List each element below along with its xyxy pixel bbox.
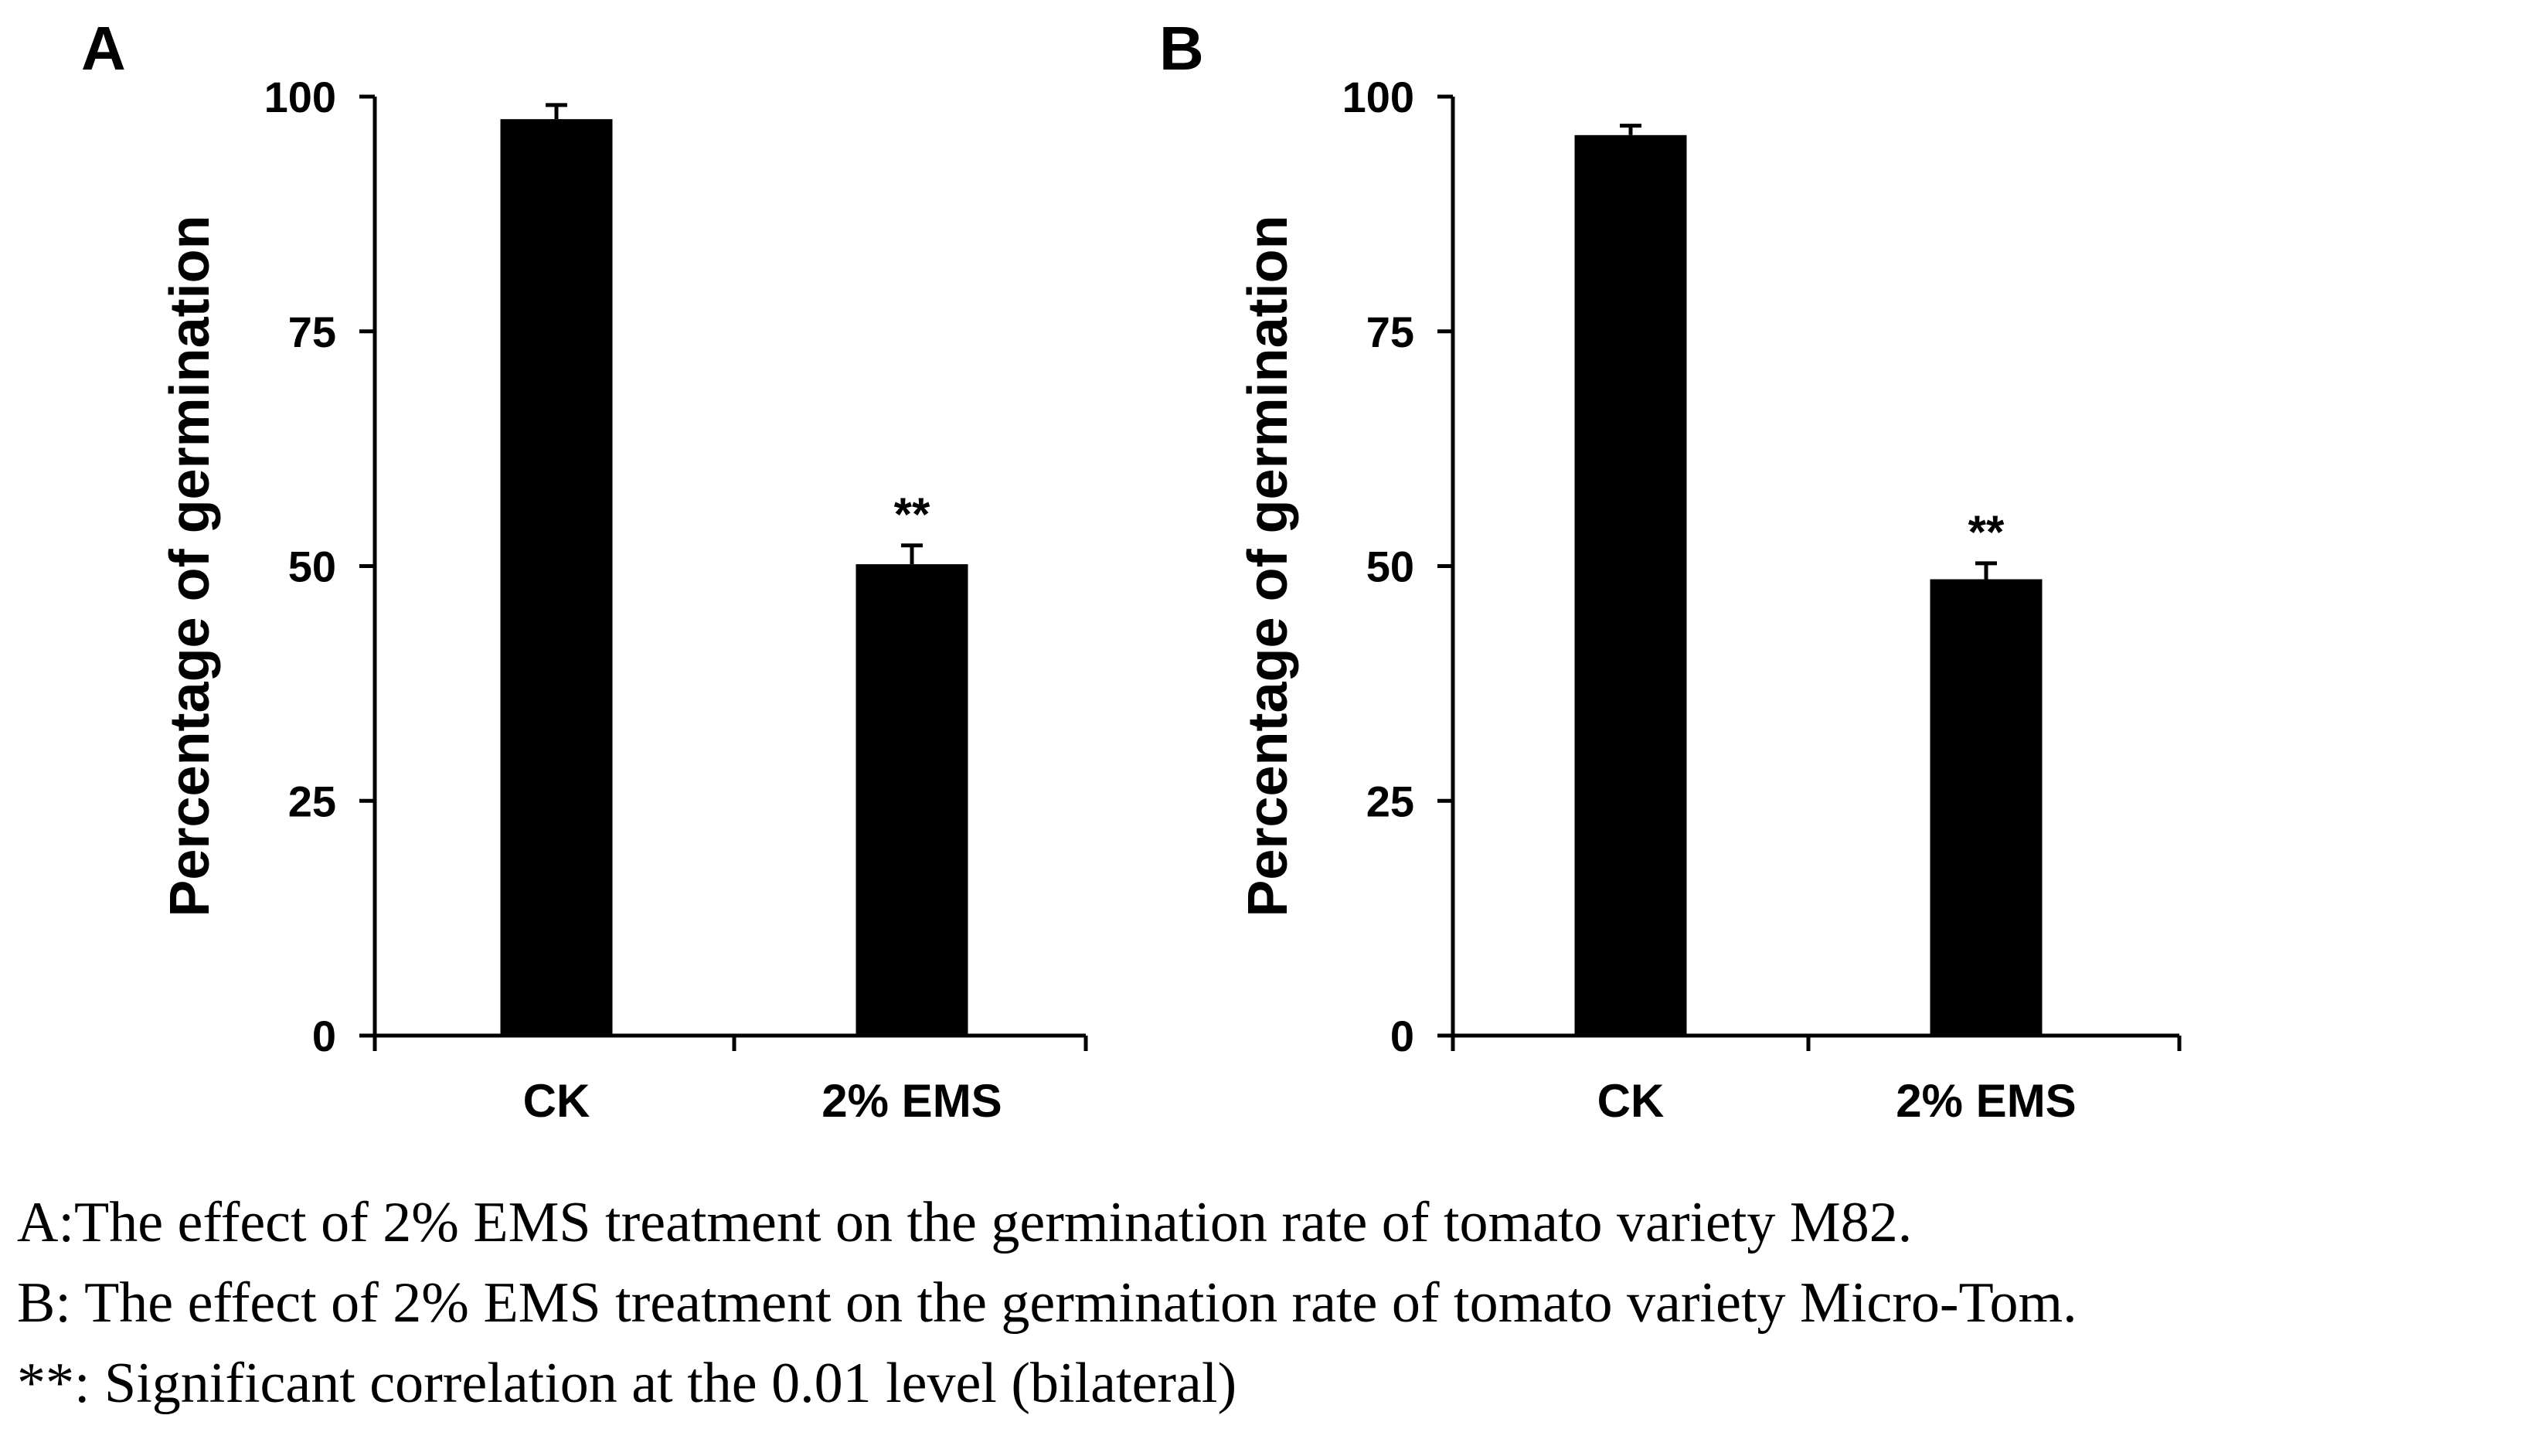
panel-b-label: B xyxy=(1159,14,1204,83)
panel-b-bar-0 xyxy=(1574,134,1687,1036)
panel-b-ytick-label-1: 25 xyxy=(1366,777,1414,825)
panel-b-category-label-0: CK xyxy=(1597,1075,1665,1127)
panel-a-significance-1: ** xyxy=(894,488,930,540)
panel-b-category-label-1: 2% EMS xyxy=(1896,1075,2076,1127)
panel-a-bar-0 xyxy=(500,119,613,1036)
caption-line-significance: **: Significant correlation at the 0.01 … xyxy=(17,1352,1237,1415)
panel-b-ytick-label-3: 75 xyxy=(1366,308,1414,356)
panel-a-category-label-0: CK xyxy=(523,1075,590,1127)
figure-caption: A:The effect of 2% EMS treatment on the … xyxy=(17,1182,2521,1424)
panel-a-bar-1 xyxy=(856,564,968,1036)
panel-a-category-label-1: 2% EMS xyxy=(821,1075,1002,1127)
panel-a-ytick-label-0: 0 xyxy=(312,1012,336,1060)
panel-b-ytick-label-4: 100 xyxy=(1342,73,1414,121)
panel-a-ytick-label-2: 50 xyxy=(288,543,336,591)
panel-b-bar-1 xyxy=(1930,579,2043,1036)
panel-a-ytick-label-1: 25 xyxy=(288,777,336,825)
panel-a-ytick-label-3: 75 xyxy=(288,308,336,356)
caption-line-a: A:The effect of 2% EMS treatment on the … xyxy=(17,1191,1913,1254)
panel-a-ytick-label-4: 100 xyxy=(264,73,336,121)
panel-b-significance-1: ** xyxy=(1968,506,2005,558)
panel-b-y-axis-label: Percentage of germination xyxy=(1237,215,1299,917)
panel-b-ytick-label-2: 50 xyxy=(1366,543,1414,591)
panel-a-y-axis-label: Percentage of germination xyxy=(159,215,221,917)
figure: A 0 25 50 75 100 Percentage of germination CK **… xyxy=(81,14,2182,1127)
panel-a-label: A xyxy=(81,14,126,83)
panel-b-ytick-label-0: 0 xyxy=(1390,1012,1414,1060)
caption-line-b: B: The effect of 2% EMS treatment on the… xyxy=(17,1271,2077,1335)
